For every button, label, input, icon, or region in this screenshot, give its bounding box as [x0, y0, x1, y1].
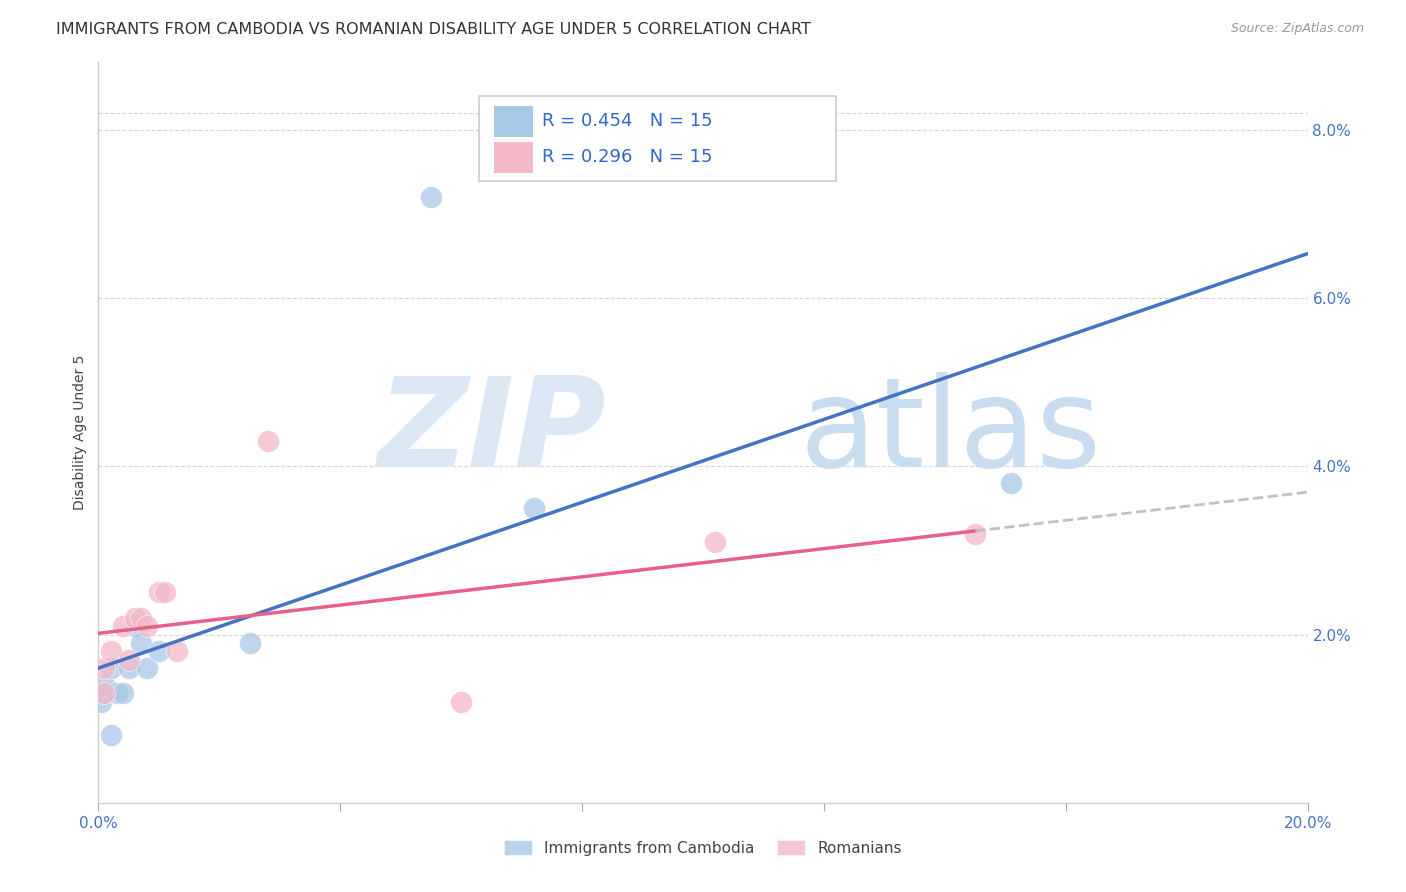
Text: R = 0.296   N = 15: R = 0.296 N = 15	[543, 148, 713, 166]
Point	[148, 644, 170, 658]
Point	[239, 636, 262, 650]
Point	[124, 610, 146, 624]
FancyBboxPatch shape	[479, 95, 837, 181]
Point	[148, 585, 170, 599]
Text: IMMIGRANTS FROM CAMBODIA VS ROMANIAN DISABILITY AGE UNDER 5 CORRELATION CHART: IMMIGRANTS FROM CAMBODIA VS ROMANIAN DIS…	[56, 22, 811, 37]
Point	[965, 526, 987, 541]
Point	[90, 695, 112, 709]
Point	[105, 686, 128, 700]
Point	[153, 585, 176, 599]
Point	[704, 535, 727, 549]
Point	[93, 686, 115, 700]
Point	[100, 661, 122, 675]
Point	[111, 619, 134, 633]
Text: atlas: atlas	[800, 372, 1102, 493]
Point	[111, 686, 134, 700]
Legend: Immigrants from Cambodia, Romanians: Immigrants from Cambodia, Romanians	[498, 834, 908, 862]
Point	[420, 190, 443, 204]
Point	[256, 434, 278, 448]
Point	[166, 644, 188, 658]
FancyBboxPatch shape	[494, 143, 533, 173]
Point	[93, 661, 115, 675]
Text: Source: ZipAtlas.com: Source: ZipAtlas.com	[1230, 22, 1364, 36]
Point	[100, 729, 122, 743]
Point	[100, 644, 122, 658]
Point	[124, 619, 146, 633]
Point	[1000, 476, 1022, 491]
Point	[135, 619, 157, 633]
Point	[129, 636, 152, 650]
Point	[118, 661, 141, 675]
Point	[118, 653, 141, 667]
Point	[93, 678, 115, 692]
Point	[450, 695, 472, 709]
Point	[93, 686, 115, 700]
FancyBboxPatch shape	[494, 106, 533, 137]
Point	[135, 661, 157, 675]
Text: ZIP: ZIP	[378, 372, 606, 493]
Point	[523, 501, 546, 516]
Text: R = 0.454   N = 15: R = 0.454 N = 15	[543, 112, 713, 130]
Point	[129, 610, 152, 624]
Y-axis label: Disability Age Under 5: Disability Age Under 5	[73, 355, 87, 510]
